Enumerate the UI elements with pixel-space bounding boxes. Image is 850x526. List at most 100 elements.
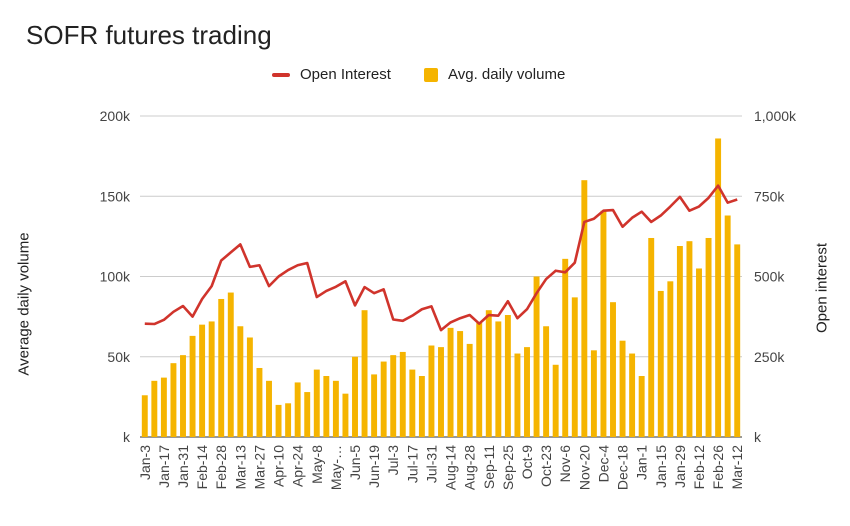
- bar[interactable]: [237, 326, 244, 437]
- bar[interactable]: [380, 361, 387, 437]
- bar[interactable]: [342, 393, 349, 437]
- bar[interactable]: [371, 374, 378, 437]
- x-tick-label: Sep-11: [481, 445, 497, 489]
- bar[interactable]: [170, 363, 177, 437]
- legend-item-open-interest[interactable]: Open Interest: [272, 66, 391, 83]
- x-tick-label: Mar-27: [251, 445, 267, 490]
- bar[interactable]: [409, 369, 416, 437]
- y-tick-left-label: k: [123, 429, 131, 445]
- bar[interactable]: [543, 326, 550, 437]
- bar[interactable]: [199, 324, 206, 437]
- bar[interactable]: [275, 404, 282, 437]
- legend-box-swatch: [424, 67, 438, 82]
- bar[interactable]: [438, 347, 444, 437]
- x-tick-label: Jan-29: [672, 445, 688, 488]
- bar[interactable]: [629, 353, 636, 437]
- bar[interactable]: [533, 276, 540, 438]
- bar[interactable]: [189, 335, 196, 437]
- x-tick-label: Aug-14: [443, 445, 459, 490]
- bar[interactable]: [619, 340, 626, 437]
- bar[interactable]: [323, 376, 330, 437]
- legend-item-avg-daily-volume[interactable]: Avg. daily volume: [424, 66, 565, 83]
- x-tick-label: Nov-6: [557, 445, 573, 483]
- bar[interactable]: [504, 315, 511, 437]
- x-tick-label: Jun-19: [366, 445, 382, 488]
- bar[interactable]: [571, 297, 578, 437]
- bar[interactable]: [466, 343, 473, 437]
- bar[interactable]: [285, 403, 292, 437]
- x-tick-label: Jan-3: [137, 445, 153, 480]
- bar[interactable]: [294, 382, 301, 437]
- bar[interactable]: [667, 281, 674, 437]
- bar[interactable]: [160, 377, 167, 437]
- bar[interactable]: [524, 347, 530, 437]
- bar[interactable]: [514, 353, 521, 437]
- x-tick-label: Oct-23: [538, 445, 554, 487]
- y-tick-right-label: 1,000k: [754, 108, 797, 124]
- bar[interactable]: [180, 355, 186, 437]
- bar[interactable]: [686, 241, 693, 437]
- bar[interactable]: [657, 290, 664, 437]
- bar[interactable]: [705, 237, 712, 437]
- bar[interactable]: [676, 246, 683, 437]
- bar[interactable]: [399, 351, 406, 437]
- bar[interactable]: [638, 376, 645, 437]
- bar[interactable]: [256, 367, 263, 437]
- bar[interactable]: [141, 395, 148, 437]
- bar[interactable]: [581, 180, 588, 437]
- bar[interactable]: [208, 321, 215, 437]
- bar[interactable]: [724, 215, 731, 437]
- bar[interactable]: [151, 380, 158, 437]
- bar[interactable]: [227, 292, 234, 437]
- bar[interactable]: [495, 321, 502, 437]
- bar[interactable]: [266, 380, 272, 437]
- bar[interactable]: [562, 258, 569, 437]
- y-tick-right-label: k: [754, 429, 762, 445]
- bar[interactable]: [715, 138, 722, 437]
- bar[interactable]: [696, 268, 702, 437]
- legend-line-swatch: [272, 72, 290, 77]
- bar[interactable]: [218, 298, 225, 437]
- x-tick-label: Feb-12: [691, 445, 707, 490]
- x-tick-label: Jan-15: [653, 445, 669, 488]
- bar[interactable]: [428, 345, 435, 437]
- bar[interactable]: [313, 369, 320, 437]
- x-tick-label: Sep-25: [500, 445, 516, 490]
- bar[interactable]: [476, 323, 483, 437]
- open-interest-line[interactable]: [144, 184, 738, 332]
- bar[interactable]: [361, 310, 368, 437]
- bar[interactable]: [485, 310, 492, 437]
- bar[interactable]: [734, 244, 741, 437]
- x-tick-label: Jul-17: [404, 445, 420, 483]
- bar[interactable]: [610, 302, 616, 437]
- bar[interactable]: [447, 327, 454, 437]
- legend: Open Interest Avg. daily volume: [0, 66, 850, 90]
- x-tick-label: Dec-18: [615, 445, 631, 490]
- bar[interactable]: [390, 355, 397, 437]
- x-tick-label: Jan-31: [175, 445, 191, 488]
- bar[interactable]: [246, 337, 253, 437]
- bar[interactable]: [590, 350, 597, 437]
- bar[interactable]: [352, 356, 358, 437]
- y-tick-left-label: 150k: [100, 188, 131, 204]
- bar[interactable]: [552, 364, 559, 437]
- legend-label-open-interest: Open Interest: [300, 66, 391, 83]
- y-ticks-left: k 50k 100k 150k 200k: [100, 108, 131, 445]
- bar[interactable]: [418, 376, 425, 437]
- chart-title: SOFR futures trading: [26, 20, 272, 50]
- bar[interactable]: [457, 331, 464, 437]
- bar[interactable]: [600, 210, 607, 437]
- x-tick-label: Jan-17: [156, 445, 172, 488]
- y-tick-right-label: 750k: [754, 188, 785, 204]
- bar[interactable]: [648, 237, 655, 437]
- bar[interactable]: [332, 380, 339, 437]
- x-tick-label: Nov-20: [576, 445, 592, 490]
- x-tick-label: Dec-4: [595, 445, 611, 483]
- x-tick-label: Jul-31: [423, 445, 439, 483]
- bar[interactable]: [304, 392, 311, 437]
- x-tick-label: Feb-26: [710, 445, 726, 490]
- y-tick-left-label: 50k: [107, 349, 131, 365]
- x-tick-label: Apr-10: [271, 445, 287, 487]
